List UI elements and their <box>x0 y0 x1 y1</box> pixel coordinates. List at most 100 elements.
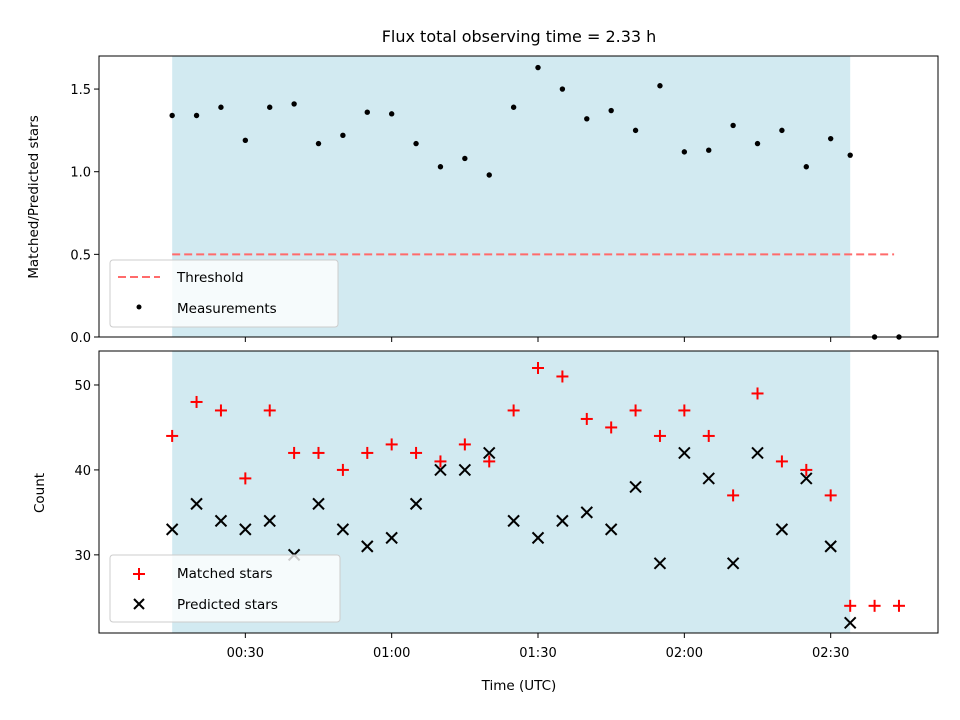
predicted-star-point <box>580 506 593 519</box>
predicted-legend-marker <box>133 598 145 610</box>
bottom-y-ticks: 30 40 50 <box>74 379 99 564</box>
matched-star-point <box>312 446 325 459</box>
top-y-tick-label: 1.5 <box>70 83 91 98</box>
predicted-star-point <box>531 531 545 545</box>
x-tick-label: 01:00 <box>373 646 410 661</box>
measurement-point <box>510 104 517 110</box>
measurement-point <box>169 112 175 119</box>
bottom-y-tick-label: 50 <box>74 379 91 394</box>
x-tick-label: 02:00 <box>666 646 703 661</box>
predicted-legend-label: Predicted stars <box>177 597 278 613</box>
measurement-point <box>559 86 566 92</box>
matched-star-point <box>556 370 569 383</box>
predicted-star-point <box>239 523 252 536</box>
measurement-points <box>169 64 902 340</box>
predicted-stars-points <box>165 446 857 630</box>
predicted-star-point <box>824 540 837 553</box>
matched-star-point <box>190 395 203 408</box>
measurement-point <box>291 101 297 107</box>
predicted-star-point <box>556 514 569 528</box>
predicted-star-point <box>434 463 447 477</box>
measurement-point <box>657 83 663 89</box>
predicted-star-point <box>751 446 764 460</box>
measurement-point <box>193 112 200 119</box>
measurement-point <box>847 152 853 158</box>
matched-star-point <box>653 429 666 442</box>
predicted-star-point <box>483 446 496 460</box>
bottom-y-tick-label: 30 <box>74 549 91 564</box>
matched-star-point <box>629 404 642 417</box>
measurement-point <box>779 127 785 134</box>
measurement-point <box>267 104 273 110</box>
predicted-star-point <box>653 557 667 570</box>
measurement-point <box>340 132 346 139</box>
matched-star-point <box>800 463 813 476</box>
predicted-star-point <box>385 531 398 545</box>
matched-star-point <box>751 387 764 400</box>
predicted-star-point <box>800 472 813 485</box>
measurement-point <box>584 116 590 122</box>
measurement-point <box>388 111 395 117</box>
predicted-star-point <box>361 540 374 553</box>
measurement-point <box>535 64 541 71</box>
x-axis-label: Time (UTC) <box>481 678 557 694</box>
x-tick-label: 01:30 <box>519 646 556 661</box>
matched-stars-points <box>166 361 905 612</box>
measurement-legend-label: Measurements <box>177 301 277 317</box>
matched-star-point <box>507 404 520 417</box>
matched-star-point <box>458 438 471 451</box>
measurement-legend-marker <box>136 304 142 310</box>
matched-star-point <box>166 429 179 442</box>
measurement-point <box>242 137 249 143</box>
top-y-axis-label: Matched/Predicted stars <box>26 115 42 278</box>
measurement-point <box>754 140 761 147</box>
matched-star-point <box>824 489 837 502</box>
measurement-point <box>437 164 444 170</box>
matched-star-point <box>361 446 374 459</box>
bottom-plot-frame <box>98 350 939 634</box>
measurement-point <box>315 140 322 147</box>
matched-star-point <box>892 599 905 612</box>
threshold-legend-label: Threshold <box>176 270 244 286</box>
x-tick-label: 02:30 <box>812 646 849 661</box>
matched-star-point <box>868 599 881 612</box>
top-legend: Threshold Measurements <box>109 259 339 328</box>
matched-legend-label: Matched stars <box>177 566 273 582</box>
bottom-y-tick-label: 40 <box>74 464 91 479</box>
predicted-star-point <box>678 446 691 460</box>
measurement-point <box>681 149 688 155</box>
measurement-point <box>462 155 468 162</box>
measurement-point <box>706 147 712 153</box>
chart-title: Flux total observing time = 2.33 h <box>382 27 657 46</box>
matched-star-point <box>844 599 857 612</box>
matched-star-point <box>410 446 423 459</box>
measurement-point <box>827 135 834 142</box>
matched-star-point <box>336 463 349 476</box>
matched-star-point <box>775 455 788 468</box>
matched-star-point <box>727 489 740 502</box>
predicted-star-point <box>263 514 276 528</box>
matched-legend-marker <box>133 568 145 580</box>
top-plot-frame <box>98 55 939 338</box>
top-legend-box <box>109 259 339 328</box>
bottom-panel: 30 40 50 00:30 01:00 01:30 02:00 02:30 Count T… <box>32 350 939 694</box>
predicted-star-point <box>190 497 203 511</box>
bottom-x-ticks: 00:30 01:00 01:30 02:00 02:30 <box>227 633 849 661</box>
matched-star-point <box>580 412 593 425</box>
predicted-star-point <box>843 616 857 630</box>
measurement-point <box>632 127 639 134</box>
predicted-star-point <box>604 523 618 536</box>
measurement-point <box>218 104 224 110</box>
top-y-ticks: 0.0 0.5 1.0 1.5 <box>70 83 99 346</box>
matched-star-point <box>678 404 691 417</box>
predicted-star-point <box>629 480 642 494</box>
measurement-point <box>413 140 419 147</box>
matched-star-point <box>605 421 618 434</box>
matched-star-point <box>385 438 398 451</box>
predicted-star-point <box>165 523 179 536</box>
predicted-star-point <box>312 497 325 511</box>
top-panel: 0.0 0.5 1.0 1.5 Matched/Predicted stars Thr… <box>26 55 939 346</box>
predicted-star-point <box>507 514 520 528</box>
top-y-tick-label: 0.0 <box>70 331 91 346</box>
